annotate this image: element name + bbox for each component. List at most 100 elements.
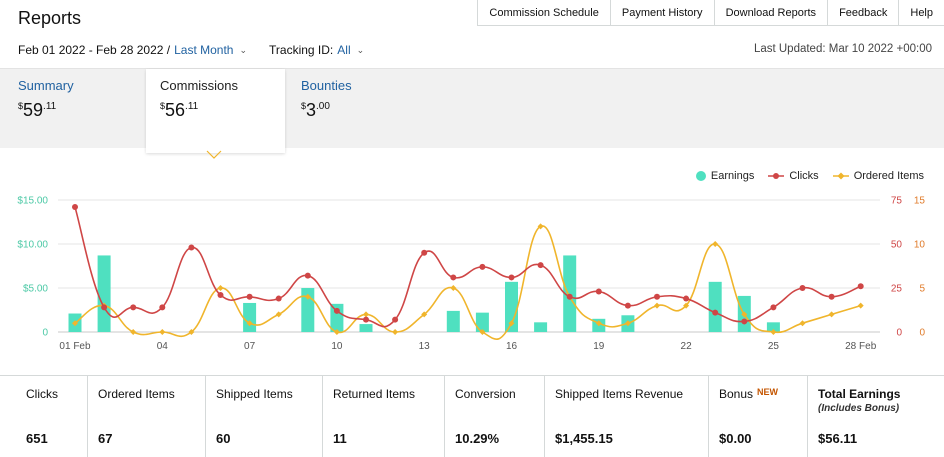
earnings-dot-icon xyxy=(695,171,706,181)
clicks-point xyxy=(421,249,428,256)
download-reports-button[interactable]: Download Reports xyxy=(713,0,828,26)
x-tick-label: 04 xyxy=(157,341,169,352)
stat-bonus-value: $0.00 xyxy=(719,431,752,446)
clicks-point xyxy=(450,274,457,281)
y-right-clicks-tick-label: 50 xyxy=(891,240,903,251)
stat-clicks-label: Clicks xyxy=(26,387,58,401)
ordered-items-point xyxy=(741,311,748,318)
help-button[interactable]: Help xyxy=(898,0,944,26)
bounties-amount: $3.00 xyxy=(301,100,330,120)
stat-total-earnings-value: $56.11 xyxy=(818,431,858,446)
clicks-point xyxy=(770,304,777,311)
report-header: Reports Commission Schedule Payment Hist… xyxy=(0,0,944,68)
clicks-point xyxy=(101,304,108,311)
x-tick-label: 13 xyxy=(419,341,431,352)
earnings-bar xyxy=(97,255,111,332)
ordered-items-line-icon xyxy=(832,172,849,180)
earnings-bar xyxy=(505,281,518,332)
stat-shipped-items: Shipped Items 60 xyxy=(206,376,323,457)
earnings-bar xyxy=(359,324,373,332)
clicks-point xyxy=(188,244,195,251)
clicks-point xyxy=(479,263,486,270)
clicks-point xyxy=(275,295,282,302)
earnings-bar xyxy=(766,322,780,332)
tracking-id-dropdown[interactable]: All xyxy=(337,43,351,57)
ordered-items-point xyxy=(72,320,78,327)
ordered-items-point xyxy=(450,285,457,291)
x-tick-label: 07 xyxy=(244,341,256,352)
clicks-point xyxy=(624,302,631,309)
stats-bar: Clicks 651 Ordered Items 67 Shipped Item… xyxy=(0,375,944,457)
tab-bounties-label: Bounties xyxy=(301,78,352,93)
earnings-bar xyxy=(708,281,722,332)
last-updated: Last Updated: Mar 10 2022 +00:00 xyxy=(753,43,932,55)
ordered-items-point xyxy=(654,302,660,309)
page-title: Reports xyxy=(18,8,82,28)
ordered-items-point xyxy=(712,241,719,247)
chevron-down-icon[interactable]: ⌄ xyxy=(356,44,365,55)
clicks-point xyxy=(333,307,340,314)
stat-ordered-items: Ordered Items 67 xyxy=(88,376,206,457)
x-tick-label: 10 xyxy=(331,341,343,352)
payment-history-button[interactable]: Payment History xyxy=(609,0,714,26)
clicks-line xyxy=(74,206,861,328)
earnings-chart: Earnings Clicks Ordered Items 0 0 0 $5.00 25… xyxy=(0,148,944,373)
stat-conversion-label: Conversion xyxy=(455,387,516,401)
ordered-items-point xyxy=(828,311,835,318)
clicks-point xyxy=(537,262,544,269)
clicks-point xyxy=(304,272,311,279)
y-right-clicks-tick-label: 75 xyxy=(891,196,903,207)
clicks-point xyxy=(363,316,369,323)
summary-tabs: Summary $59.11 Commissions $56.11 Bounti… xyxy=(0,68,944,153)
period-dropdown[interactable]: Last Month xyxy=(174,43,234,57)
tab-bounties[interactable]: Bounties $3.00 xyxy=(301,69,411,149)
clicks-point xyxy=(72,204,78,211)
clicks-point xyxy=(712,309,719,316)
legend-ordered-items[interactable]: Ordered Items xyxy=(832,170,924,182)
tab-summary[interactable]: Summary $59.11 xyxy=(18,69,128,149)
clicks-point xyxy=(857,283,864,290)
x-tick-label: 19 xyxy=(593,341,605,352)
clicks-point xyxy=(130,304,137,311)
clicks-point xyxy=(683,295,690,302)
clicks-point xyxy=(159,304,166,311)
legend-clicks[interactable]: Clicks xyxy=(768,170,819,182)
ordered-items-point xyxy=(421,311,428,318)
feedback-button[interactable]: Feedback xyxy=(827,0,898,26)
tracking-id-label: Tracking ID: xyxy=(269,43,334,57)
tab-commissions-label: Commissions xyxy=(160,78,239,93)
ordered-items-point xyxy=(159,329,166,335)
ordered-items-point xyxy=(130,329,137,335)
commissions-amount: $56.11 xyxy=(160,100,199,120)
x-tick-label: 01 Feb xyxy=(59,341,91,352)
x-tick-label: 25 xyxy=(768,341,780,352)
x-tick-label: 16 xyxy=(506,341,518,352)
stat-conversion: Conversion 10.29% xyxy=(445,376,545,457)
tab-commissions[interactable]: Commissions $56.11 xyxy=(146,69,285,153)
y-left-tick-label: $5.00 xyxy=(23,284,48,295)
commission-schedule-button[interactable]: Commission Schedule xyxy=(477,0,609,26)
ordered-items-point xyxy=(188,329,195,335)
clicks-point xyxy=(799,285,806,291)
legend-clicks-label: Clicks xyxy=(789,170,819,182)
stat-conversion-value: 10.29% xyxy=(455,431,500,446)
ordered-items-point xyxy=(595,320,602,327)
stat-total-earnings-sub: (Includes Bonus) xyxy=(818,403,900,414)
ordered-items-point xyxy=(683,302,690,309)
stat-ordered-items-value: 67 xyxy=(98,431,113,446)
stat-ordered-items-label: Ordered Items xyxy=(98,387,175,401)
stat-clicks: Clicks 651 xyxy=(0,376,88,457)
legend-earnings[interactable]: Earnings xyxy=(695,170,754,182)
legend-ordered-items-label: Ordered Items xyxy=(853,170,924,182)
y-right-items-tick-label: 15 xyxy=(914,196,926,207)
ordered-items-point xyxy=(770,329,777,335)
date-range: Feb 01 2022 - Feb 28 2022 / xyxy=(18,43,171,57)
new-badge: NEW xyxy=(757,387,779,397)
clicks-point xyxy=(217,292,224,299)
active-tab-pointer-icon xyxy=(206,150,222,159)
clicks-point xyxy=(392,316,399,323)
clicks-point xyxy=(595,288,602,295)
clicks-point xyxy=(741,318,748,325)
chart-canvas: 0 0 0 $5.00 25 5 $10.00 50 10 $15.00 75 15 01 Feb 04 0… xyxy=(17,196,926,353)
chevron-down-icon[interactable]: ⌄ xyxy=(239,44,248,55)
